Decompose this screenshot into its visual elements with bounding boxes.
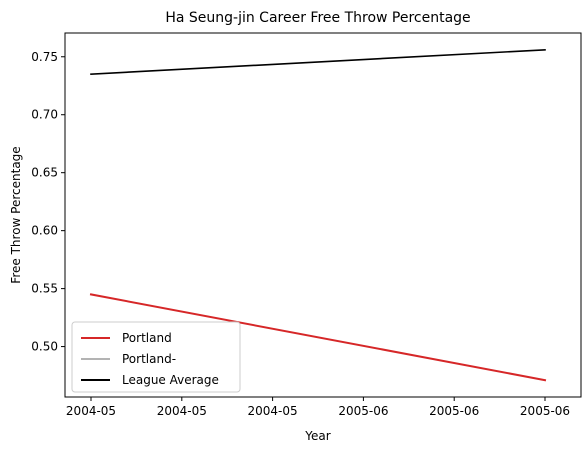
legend-label: Portland- <box>122 352 176 366</box>
legend: Portland Portland- League Average <box>71 321 241 393</box>
x-tick-label: 2004-05 <box>66 404 116 418</box>
y-axis: 0.50 0.55 0.60 0.65 0.70 0.75 <box>31 50 65 354</box>
y-tick-label: 0.60 <box>31 224 58 238</box>
x-tick-label: 2005-06 <box>338 404 388 418</box>
series-line-0 <box>89 293 547 382</box>
x-tick-label: 2004-05 <box>248 404 298 418</box>
chart-title: Ha Seung-jin Career Free Throw Percentag… <box>165 10 470 26</box>
series-line-2 <box>90 48 546 75</box>
x-axis: 2004-05 2004-05 2004-05 2005-06 2005-06 2005-… <box>66 397 570 418</box>
y-tick-label: 0.70 <box>31 108 58 122</box>
legend-items: Portland Portland- League Average <box>81 331 219 387</box>
x-tick-label: 2005-06 <box>429 404 479 418</box>
plot-frame <box>64 32 582 398</box>
x-tick-label: 2005-06 <box>520 404 570 418</box>
y-tick-label: 0.55 <box>31 282 58 296</box>
legend-label: League Average <box>122 373 219 387</box>
y-tick-label: 0.75 <box>31 50 58 64</box>
y-tick-label: 0.65 <box>31 166 58 180</box>
x-axis-label: Year <box>304 429 330 443</box>
legend-box <box>71 321 241 393</box>
plot-lines <box>89 48 547 382</box>
x-tick-label: 2004-05 <box>157 404 207 418</box>
y-tick-label: 0.50 <box>31 340 58 354</box>
legend-label: Portland <box>122 331 172 345</box>
y-axis-label: Free Throw Percentage <box>9 146 23 283</box>
